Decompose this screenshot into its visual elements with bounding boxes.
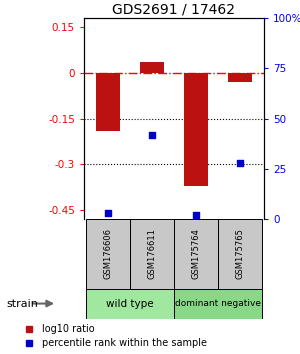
Bar (140, 62, 164, 73)
Point (194, 213, 198, 218)
Text: percentile rank within the sample: percentile rank within the sample (43, 338, 208, 348)
Bar (218, 219, 262, 289)
Bar (174, 219, 218, 289)
Bar (96, 73, 120, 131)
Title: GDS2691 / 17462: GDS2691 / 17462 (112, 2, 236, 17)
Bar (86, 289, 174, 319)
Point (150, 132, 154, 138)
Bar (86, 219, 130, 289)
Point (106, 211, 110, 216)
Text: GSM176611: GSM176611 (148, 229, 157, 279)
Bar (228, 73, 252, 82)
Text: GSM176606: GSM176606 (103, 228, 112, 280)
Bar (130, 219, 174, 289)
Text: wild type: wild type (106, 298, 154, 309)
Text: strain: strain (6, 298, 38, 309)
Point (238, 160, 242, 166)
Text: GSM175765: GSM175765 (236, 229, 244, 279)
Text: log10 ratio: log10 ratio (43, 324, 95, 334)
Text: dominant negative: dominant negative (175, 299, 261, 308)
Bar (184, 73, 208, 186)
Bar (174, 289, 262, 319)
Text: GSM175764: GSM175764 (191, 229, 200, 279)
